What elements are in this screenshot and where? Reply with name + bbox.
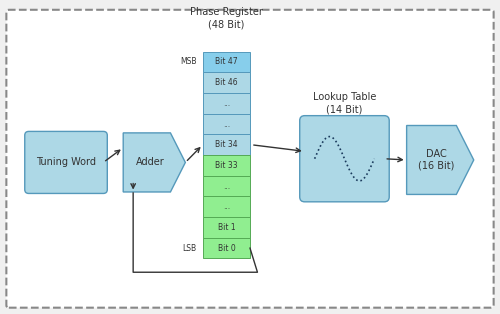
FancyBboxPatch shape	[203, 93, 250, 114]
Text: Bit 33: Bit 33	[215, 161, 238, 170]
FancyBboxPatch shape	[203, 134, 250, 155]
FancyBboxPatch shape	[25, 131, 107, 193]
Text: Phase Register
(48 Bit): Phase Register (48 Bit)	[190, 7, 263, 30]
Text: ...: ...	[223, 120, 230, 128]
FancyBboxPatch shape	[203, 72, 250, 93]
Text: Bit 34: Bit 34	[215, 140, 238, 149]
Text: LSB: LSB	[182, 244, 197, 252]
FancyBboxPatch shape	[203, 196, 250, 217]
Text: Adder: Adder	[136, 157, 165, 167]
FancyBboxPatch shape	[300, 116, 389, 202]
FancyBboxPatch shape	[203, 155, 250, 176]
Text: Bit 0: Bit 0	[218, 244, 236, 252]
Text: ...: ...	[223, 181, 230, 191]
Text: Bit 1: Bit 1	[218, 223, 235, 232]
Polygon shape	[123, 133, 186, 192]
FancyBboxPatch shape	[203, 217, 250, 238]
FancyBboxPatch shape	[203, 51, 250, 72]
Text: Bit 46: Bit 46	[215, 78, 238, 87]
Polygon shape	[406, 126, 474, 194]
Text: DAC
(16 Bit): DAC (16 Bit)	[418, 149, 454, 171]
FancyBboxPatch shape	[6, 10, 494, 308]
FancyBboxPatch shape	[203, 176, 250, 196]
FancyBboxPatch shape	[203, 114, 250, 134]
Text: ...: ...	[223, 202, 230, 211]
Text: MSB: MSB	[180, 57, 197, 67]
Text: Lookup Table
(14 Bit): Lookup Table (14 Bit)	[313, 92, 376, 115]
Text: Tuning Word: Tuning Word	[36, 157, 96, 167]
Text: ...: ...	[223, 99, 230, 108]
FancyBboxPatch shape	[203, 238, 250, 258]
Text: Bit 47: Bit 47	[215, 57, 238, 67]
